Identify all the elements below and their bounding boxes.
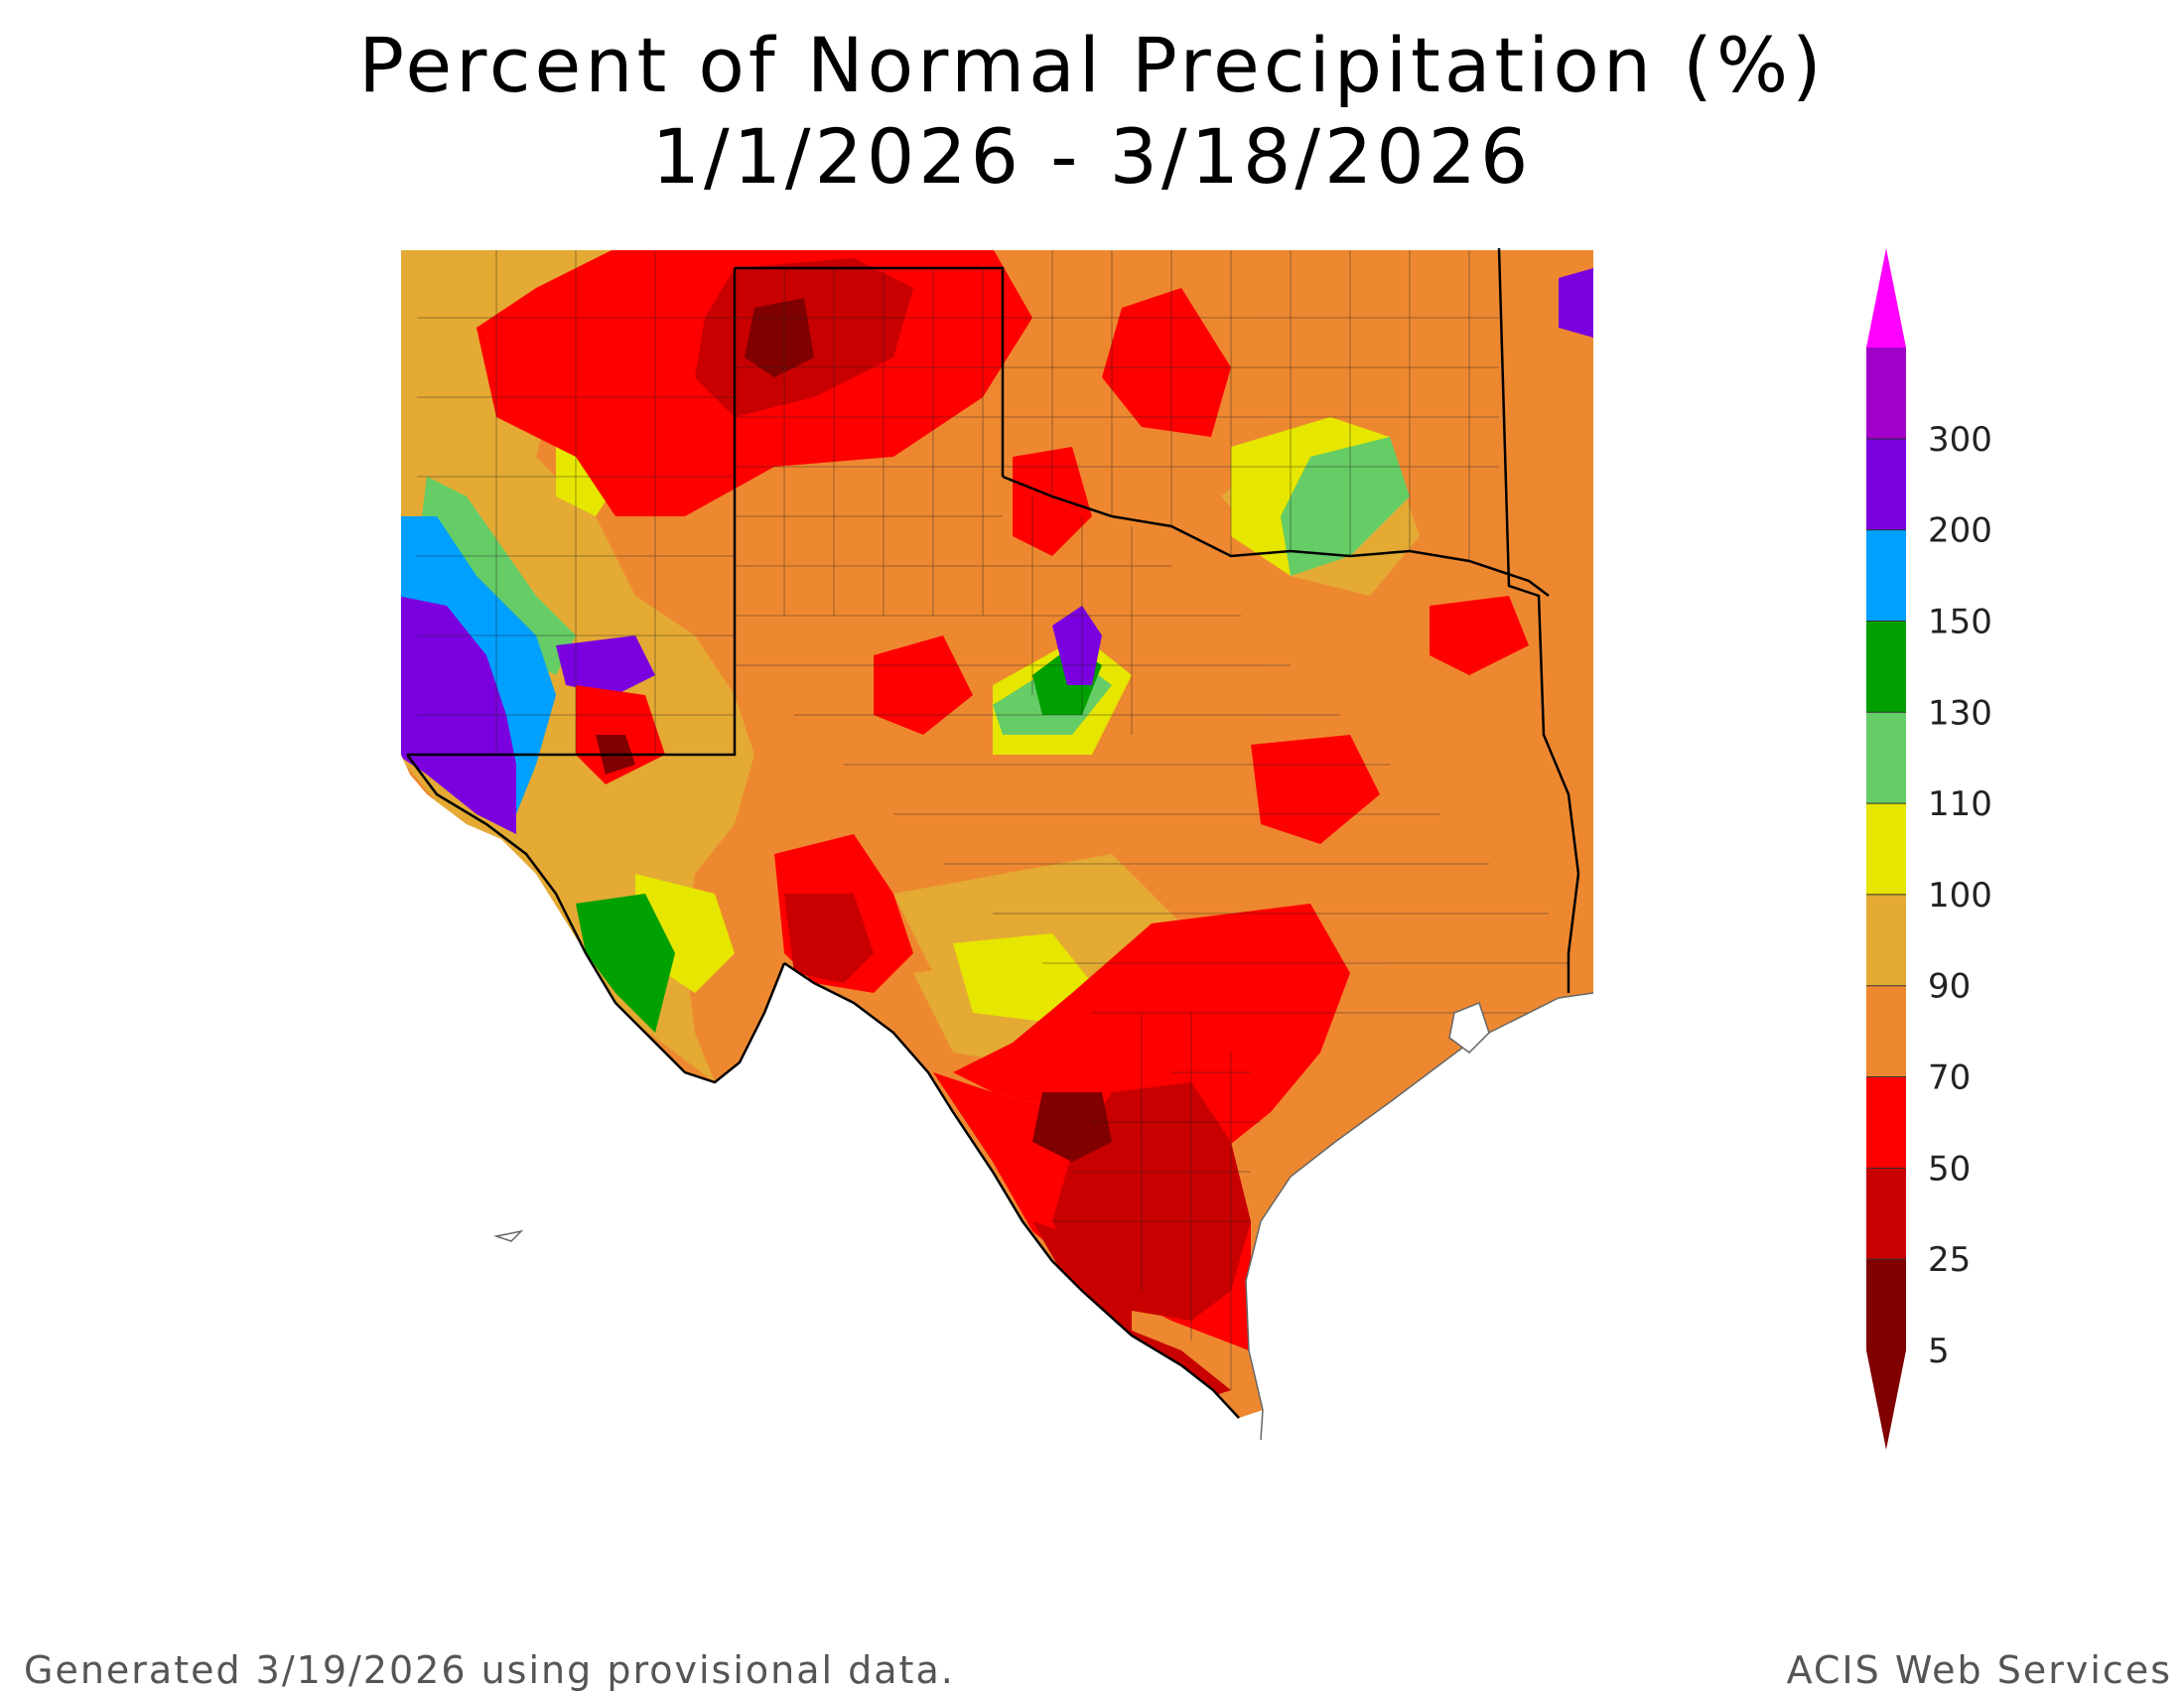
county-lines-south <box>1052 1013 1261 1390</box>
zone-90-100-mid <box>953 933 1092 1023</box>
legend-bin-300 <box>1866 348 1906 439</box>
legend-bin-130 <box>1866 621 1906 713</box>
legend-bin-200 <box>1866 438 1906 530</box>
zone-150-200-mid-west <box>556 635 655 695</box>
legend-label-70: 70 <box>1928 1058 1971 1098</box>
legend-label-50: 50 <box>1928 1149 1971 1189</box>
county-grid <box>417 250 1569 1390</box>
title-line-2: 1/1/2026 - 3/18/2026 <box>651 112 1533 201</box>
coastline <box>1245 992 1594 1441</box>
legend-label-5: 5 <box>1928 1332 1950 1371</box>
county-lines-nm <box>417 250 735 755</box>
legend: 5 25 50 70 90 100 110 130 150 200 300 <box>1866 248 1992 1450</box>
zone-110-130-sw <box>576 894 675 1033</box>
legend-bin-90 <box>1866 894 1906 986</box>
legend-label-300: 300 <box>1928 420 1992 460</box>
zone-25-50-north <box>1102 288 1231 437</box>
county-lines-ok <box>1003 250 1499 561</box>
legend-label-90: 90 <box>1928 967 1971 1007</box>
tx-border-rio-grande <box>406 754 786 1084</box>
county-lines-panhandle <box>735 268 1241 735</box>
generated-note: Generated 3/19/2026 using provisional da… <box>24 1648 955 1692</box>
precip-contours <box>401 250 1593 1418</box>
legend-bin-70 <box>1866 985 1906 1077</box>
galveston-bay <box>1448 1002 1490 1054</box>
legend-bin-5 <box>1866 1259 1906 1350</box>
map-title: Percent of Normal Precipitation (%) 1/1/… <box>0 20 2184 203</box>
legend-label-130: 130 <box>1928 693 1992 733</box>
zone-5-25-sw <box>784 894 874 983</box>
mexico-island <box>493 1229 524 1242</box>
source-credit: ACIS Web Services <box>1786 1648 2172 1692</box>
legend-bin-100 <box>1866 803 1906 895</box>
legend-labels: 5 25 50 70 90 100 110 130 150 200 300 <box>1928 420 1992 1371</box>
legend-bins <box>1866 348 1906 1350</box>
legend-top-arrow <box>1866 248 1906 348</box>
legend-label-150: 150 <box>1928 602 1992 641</box>
ar-la-border <box>1497 247 1580 993</box>
zone-25-50-stx <box>953 904 1350 1152</box>
zone-150-200-ne <box>1559 268 1593 338</box>
legend-bin-150 <box>1866 529 1906 622</box>
gulf-coastline <box>493 992 1594 1441</box>
tx-border-rio-grande-south <box>783 961 1240 1419</box>
zone-100-110-north <box>1281 437 1410 576</box>
legend-label-110: 110 <box>1928 784 1992 824</box>
zone-25-50-ctx <box>1251 735 1380 844</box>
legend-bin-50 <box>1866 1076 1906 1169</box>
legend-bottom-arrow <box>1866 1350 1906 1450</box>
nm-tx-border <box>407 268 737 757</box>
legend-label-200: 200 <box>1928 511 1992 551</box>
legend-label-100: 100 <box>1928 876 1992 916</box>
zone-25-50-etx <box>1430 596 1529 675</box>
zone-25-50-center <box>874 635 973 735</box>
zone-lt5-stx <box>1032 1092 1112 1162</box>
county-lines-central <box>735 664 1569 1014</box>
legend-bin-25 <box>1866 1168 1906 1260</box>
title-line-1: Percent of Normal Precipitation (%) <box>358 21 1826 109</box>
zone-5-25-coast <box>1032 1221 1231 1400</box>
legend-bin-110 <box>1866 712 1906 804</box>
ok-panhandle-border <box>735 266 1005 477</box>
legend-label-25: 25 <box>1928 1240 1971 1280</box>
